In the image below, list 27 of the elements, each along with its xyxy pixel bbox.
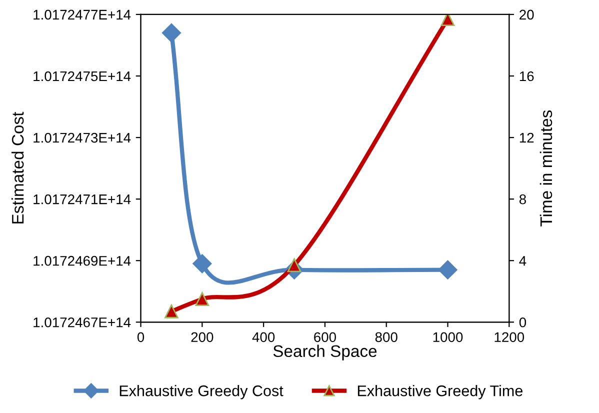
- y-tick-label: 1.0172471E+14: [34, 194, 131, 204]
- point: [195, 292, 210, 306]
- legend-label: Exhaustive Greedy Time: [358, 385, 522, 400]
- y-tick-label: 1.0172467E+14: [34, 317, 131, 328]
- point: [164, 304, 178, 318]
- x-tick-label: 600: [314, 332, 336, 342]
- y2-axis-title: Time in minutes: [540, 110, 552, 226]
- legend-label: Exhaustive Greedy Cost: [120, 385, 284, 400]
- x-tick-label: 400: [252, 332, 275, 342]
- y-tick-label: 1.0172475E+14: [34, 71, 131, 82]
- y2-tick-label: 0: [519, 317, 526, 328]
- y2-tick-label: 20: [520, 10, 534, 20]
- point: [440, 14, 455, 26]
- x-tick-label: 200: [191, 332, 214, 342]
- y-tick-label: 1.0172477E+14: [34, 10, 131, 20]
- y-axis-title: Estimated Cost: [11, 112, 24, 224]
- x-tick-label: 1000: [433, 332, 463, 342]
- x-tick-label: 1200: [494, 332, 524, 342]
- y2-tick-label: 16: [520, 71, 534, 82]
- y-tick-label: 1.0172473E+14: [34, 132, 131, 143]
- y2-tick-label: 4: [519, 256, 526, 266]
- y2-tick-label: 12: [520, 132, 534, 143]
- y2-tick-label: 8: [519, 194, 526, 204]
- y-tick-label: 1.0172469E+14: [34, 256, 131, 266]
- x-tick-label: 800: [375, 332, 398, 342]
- x-axis-title: Search Space: [273, 344, 377, 360]
- x-tick-label: 0: [137, 332, 144, 342]
